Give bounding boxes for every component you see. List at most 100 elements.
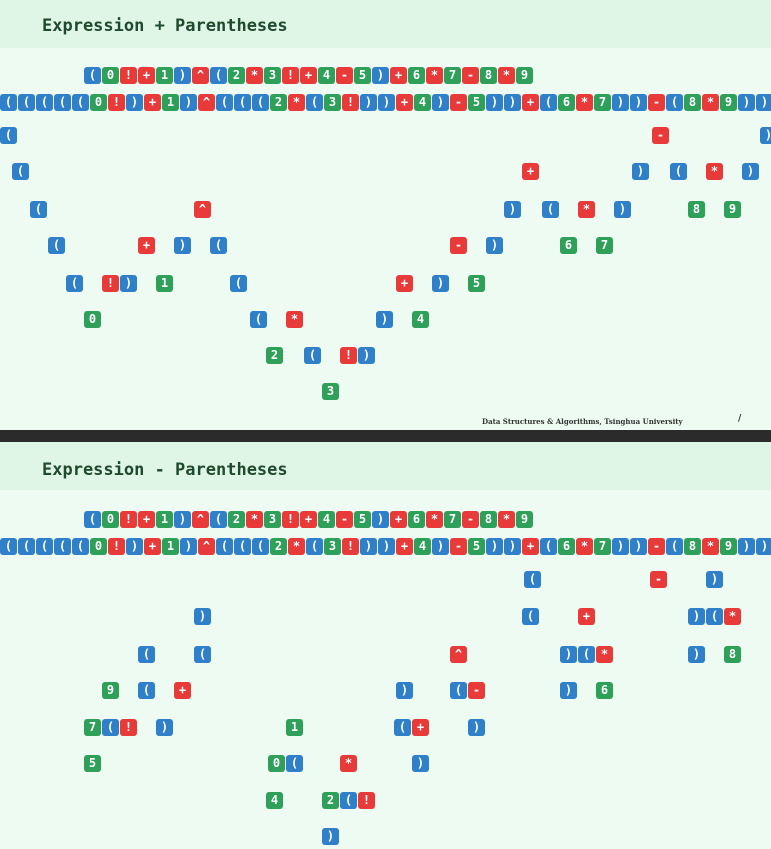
operand-token: 3 [264, 511, 281, 528]
open-paren-token: ( [102, 719, 119, 736]
close-paren-token: ) [468, 719, 485, 736]
operator-token: * [702, 94, 719, 111]
slide-expression-plus-parentheses: Expression + Parentheses (0! +1) ^(2 * 3! +4-… [0, 0, 771, 430]
operator-token: ! [120, 511, 137, 528]
operand-token: 0 [268, 755, 285, 772]
operand-token: 7 [594, 94, 611, 111]
operand-token: 4 [412, 311, 429, 328]
operator-token: - [336, 511, 353, 528]
open-paren-token: ( [524, 571, 541, 588]
operator-token: + [522, 163, 539, 180]
operand-token: 9 [724, 201, 741, 218]
close-paren-token: ) [688, 608, 705, 625]
operator-token: ! [108, 538, 125, 555]
operator-token: + [396, 538, 413, 555]
open-paren-token: ( [0, 94, 17, 111]
operand-token: 4 [318, 511, 335, 528]
operand-token: 6 [560, 237, 577, 254]
open-paren-token: ( [210, 237, 227, 254]
close-paren-token: ) [378, 94, 395, 111]
open-paren-token: ( [54, 538, 71, 555]
close-paren-token: ) [486, 538, 503, 555]
operand-token: 7 [444, 511, 461, 528]
close-paren-token: ) [360, 94, 377, 111]
operand-token: 4 [414, 94, 431, 111]
open-paren-token: ( [18, 94, 35, 111]
close-paren-token: ) [706, 571, 723, 588]
open-paren-token: ( [670, 163, 687, 180]
operator-token: * [576, 538, 593, 555]
operand-token: 2 [266, 347, 283, 364]
operand-token: 1 [156, 67, 173, 84]
operand-token: 4 [414, 538, 431, 555]
operand-token: 5 [468, 94, 485, 111]
open-paren-token: ( [0, 127, 17, 144]
operator-token: * [288, 94, 305, 111]
operand-token: 7 [84, 719, 101, 736]
close-paren-token: ) [372, 511, 389, 528]
operand-token: 9 [102, 682, 119, 699]
operator-token: ! [120, 719, 137, 736]
operator-token: ! [282, 511, 299, 528]
operator-token: - [450, 237, 467, 254]
close-paren-token: ) [376, 311, 393, 328]
open-paren-token: ( [66, 275, 83, 292]
open-paren-token: ( [30, 201, 47, 218]
close-paren-token: ) [322, 828, 339, 845]
open-paren-token: ( [72, 538, 89, 555]
operator-token: ! [282, 67, 299, 84]
close-paren-token: ) [504, 94, 521, 111]
close-paren-token: ) [560, 682, 577, 699]
operand-token: 5 [84, 755, 101, 772]
close-paren-token: ) [126, 538, 143, 555]
close-paren-token: ) [126, 94, 143, 111]
operator-token: ^ [192, 511, 209, 528]
page-mark: / [738, 414, 742, 424]
open-paren-token: ( [394, 719, 411, 736]
operand-token: 1 [156, 511, 173, 528]
operator-token: * [596, 646, 613, 663]
operator-token: + [300, 511, 317, 528]
slide-title: Expression - Parentheses [42, 460, 288, 480]
close-paren-token: ) [742, 163, 759, 180]
operand-token: 0 [90, 538, 107, 555]
operator-token: ! [342, 538, 359, 555]
open-paren-token: ( [666, 94, 683, 111]
operator-token: ^ [194, 201, 211, 218]
open-paren-token: ( [252, 538, 269, 555]
close-paren-token: ) [432, 538, 449, 555]
close-paren-token: ) [180, 94, 197, 111]
operand-token: 8 [684, 94, 701, 111]
open-paren-token: ( [216, 94, 233, 111]
open-paren-token: ( [706, 608, 723, 625]
operator-token: + [138, 511, 155, 528]
open-paren-token: ( [450, 682, 467, 699]
operand-token: 7 [444, 67, 461, 84]
open-paren-token: ( [252, 94, 269, 111]
operator-token: + [144, 94, 161, 111]
operator-token: - [450, 94, 467, 111]
close-paren-token: ) [486, 237, 503, 254]
operator-token: - [468, 682, 485, 699]
operator-token: - [462, 511, 479, 528]
operator-token: ! [342, 94, 359, 111]
operand-token: 6 [408, 511, 425, 528]
operand-token: 9 [516, 511, 533, 528]
operand-token: 8 [480, 511, 497, 528]
open-paren-token: ( [54, 94, 71, 111]
close-paren-token: ) [614, 201, 631, 218]
operand-token: 8 [480, 67, 497, 84]
operator-token: ! [340, 347, 357, 364]
operand-token: 6 [596, 682, 613, 699]
close-paren-token: ) [630, 538, 647, 555]
close-paren-token: ) [630, 94, 647, 111]
open-paren-token: ( [0, 538, 17, 555]
operand-token: 5 [468, 275, 485, 292]
operator-token: + [522, 94, 539, 111]
operator-token: + [396, 275, 413, 292]
open-paren-token: ( [138, 682, 155, 699]
operator-token: * [498, 67, 515, 84]
close-paren-token: ) [688, 646, 705, 663]
operand-token: 4 [266, 792, 283, 809]
operator-token: - [650, 571, 667, 588]
